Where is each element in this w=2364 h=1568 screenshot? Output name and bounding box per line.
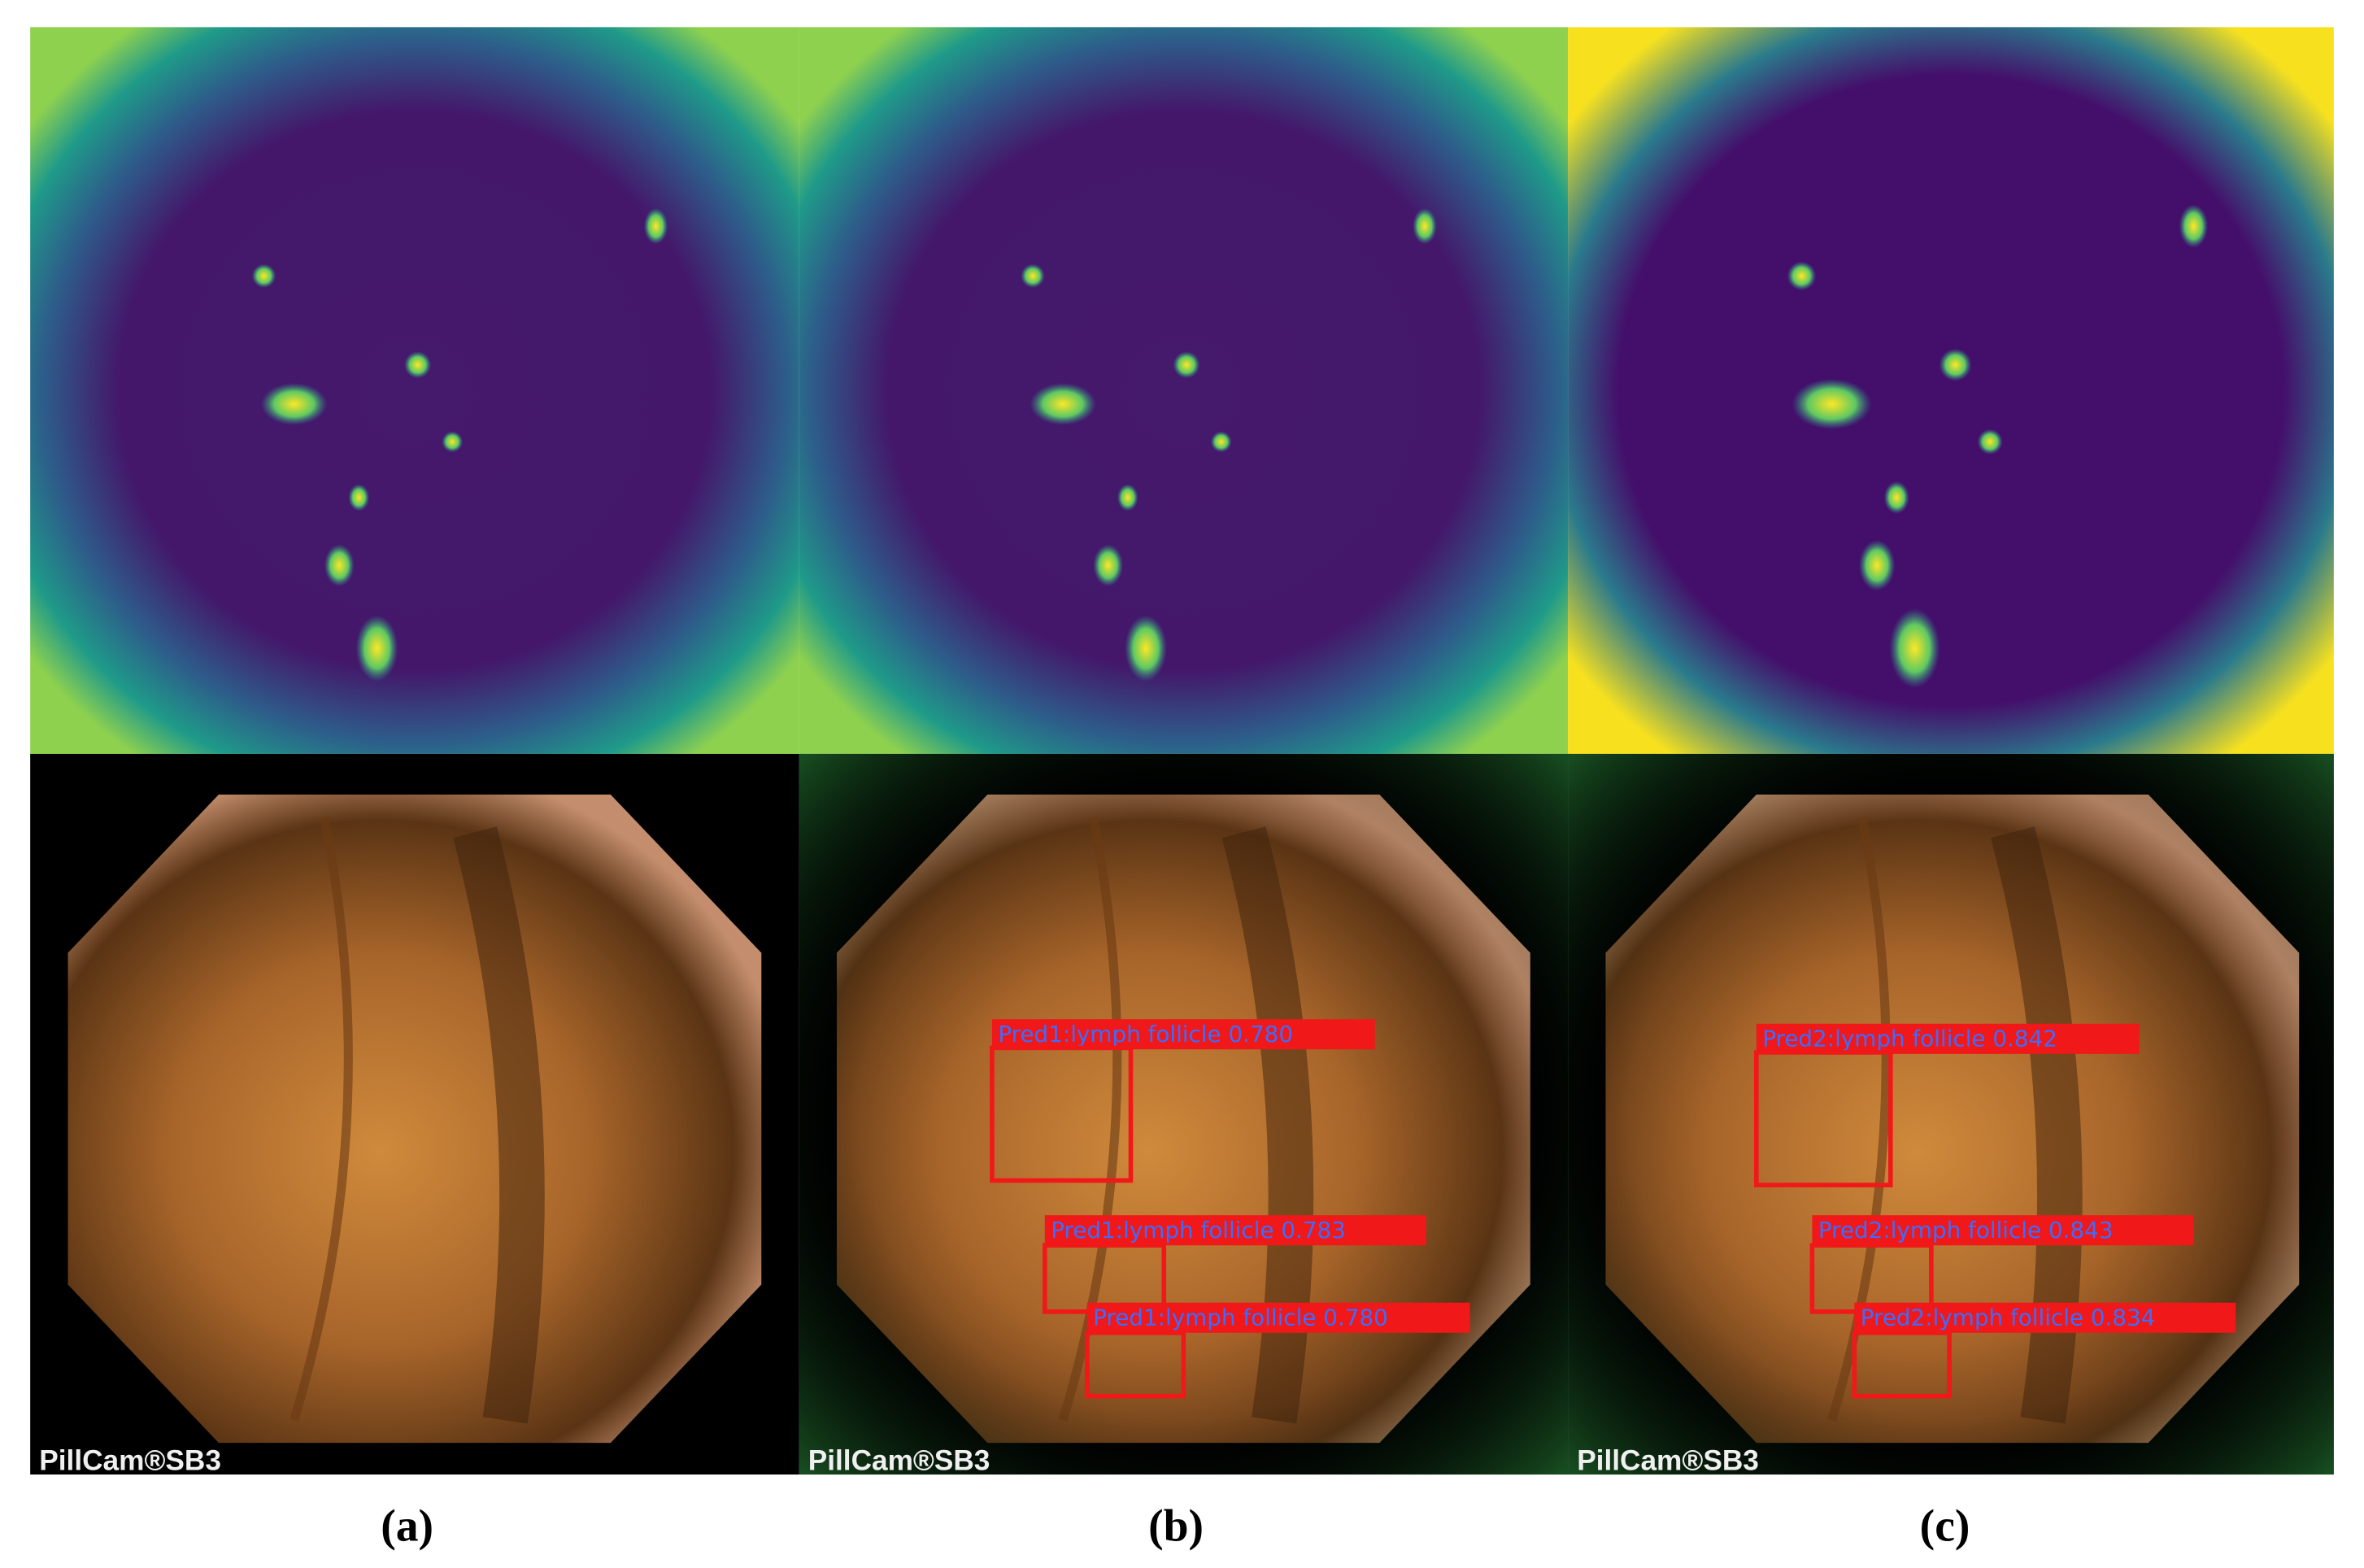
heat-spot	[324, 544, 355, 587]
caption: (c)	[1920, 1501, 1970, 1552]
heat-spot	[1977, 429, 2003, 455]
heat-spot	[348, 484, 370, 512]
panel: PillCam®SB3 Pred1:lymph follicle 0.780 Pre…	[799, 27, 1569, 1552]
heat-spot	[1173, 351, 1200, 379]
heat-spot	[643, 207, 668, 245]
detection-label: Pred2:lymph follicle 0.834	[1861, 1304, 2156, 1331]
heat-spot	[1787, 261, 1817, 291]
watermark: PillCam®SB3	[808, 1444, 990, 1476]
heatmap	[799, 27, 1569, 754]
panel: PillCam®SB3 (a)	[30, 27, 799, 1552]
heat-spot	[1021, 264, 1045, 289]
label-bg	[1044, 1215, 1426, 1246]
heat-spot	[1117, 484, 1138, 512]
detection-label: Pred1:lymph follicle 0.783	[1051, 1217, 1346, 1244]
heat-spot	[355, 615, 398, 682]
heat-spot	[260, 382, 328, 425]
fold	[453, 826, 545, 1424]
watermark: PillCam®SB3	[1577, 1444, 1759, 1476]
label-bg	[1812, 1215, 2194, 1246]
detection-label: Pred2:lymph follicle 0.843	[1818, 1217, 2114, 1244]
heat-spot	[251, 264, 276, 289]
bounding-box	[1084, 1331, 1186, 1399]
label-bg	[991, 1019, 1375, 1050]
heat-spot	[1889, 608, 1940, 689]
heat-spot	[403, 351, 432, 379]
heat-spot	[1883, 481, 1909, 514]
detection-label: Pred2:lymph follicle 0.842	[1762, 1026, 2057, 1052]
heat-spot	[1858, 540, 1896, 591]
label-bg	[1756, 1023, 2140, 1054]
heat-spot	[442, 431, 464, 453]
heat-spot	[1939, 348, 1972, 381]
detection-label: Pred1:lymph follicle 0.780	[998, 1021, 1293, 1048]
heat-spot	[1210, 431, 1232, 453]
caption: (a)	[381, 1501, 433, 1552]
bounding-box	[1852, 1331, 1952, 1399]
bounding-box	[1754, 1050, 1893, 1187]
heat-spot	[1125, 615, 1167, 682]
heat-spot	[1030, 382, 1096, 425]
panel: PillCam®SB3 Pred2:lymph follicle 0.842 Pre…	[1568, 27, 2334, 1552]
bounding-box	[990, 1045, 1134, 1183]
label-bg	[1854, 1302, 2236, 1333]
endoscopy-view	[67, 794, 762, 1444]
caption: (b)	[1148, 1501, 1204, 1552]
heatmap	[30, 27, 799, 754]
label-bg	[1086, 1302, 1470, 1333]
heat-spot	[1413, 207, 1437, 245]
heat-spot	[1792, 378, 1872, 429]
detection-label: Pred1:lymph follicle 0.780	[1093, 1304, 1388, 1331]
heatmap	[1568, 27, 2334, 754]
watermark: PillCam®SB3	[39, 1444, 221, 1476]
heat-spot	[2179, 204, 2209, 248]
fold	[290, 816, 353, 1422]
heat-spot	[1093, 544, 1124, 587]
